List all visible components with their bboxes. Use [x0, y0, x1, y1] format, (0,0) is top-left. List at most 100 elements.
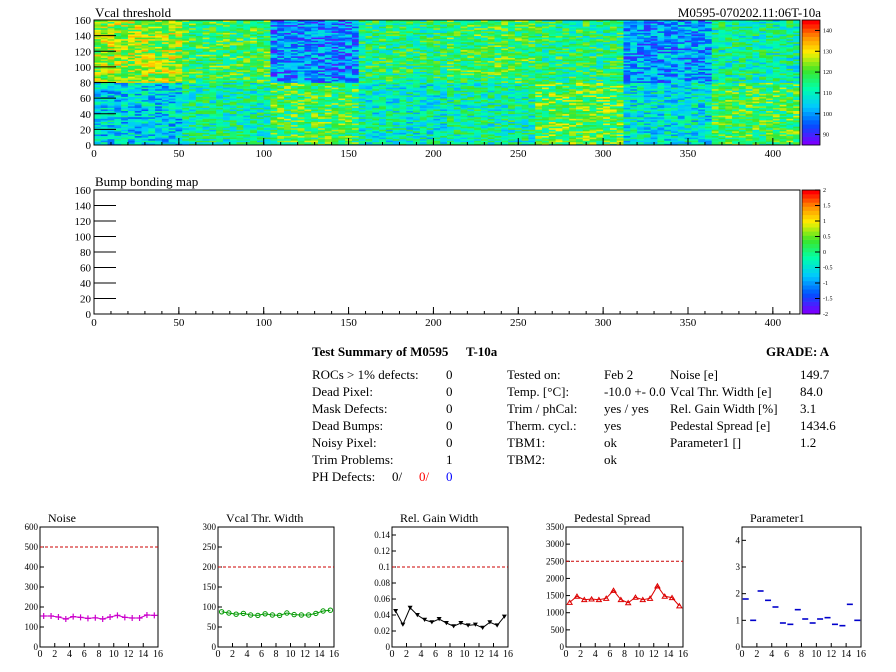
heatmap-cell [284, 79, 292, 82]
heatmap-cell [311, 55, 319, 58]
heatmap-cell [372, 54, 380, 57]
heatmap-cell [284, 96, 292, 99]
heatmap-cell [501, 90, 509, 93]
heatmap-cell [501, 57, 509, 60]
heatmap-cell [433, 124, 441, 127]
heatmap-cell [202, 68, 210, 71]
heatmap-cell [270, 49, 278, 52]
heatmap-cell [182, 120, 190, 122]
heatmap-cell [243, 59, 251, 62]
heatmap-cell [419, 101, 428, 104]
heatmap-cell [345, 102, 353, 105]
heatmap-cell [406, 134, 414, 137]
heatmap-cell [202, 41, 210, 44]
heatmap-cell [338, 87, 346, 90]
heatmap-cell [385, 30, 394, 33]
heatmap-cell [372, 137, 380, 140]
heatmap-cell [250, 37, 258, 40]
heatmap-cell [182, 129, 190, 132]
heatmap-cell [385, 43, 394, 46]
heatmap-cell [141, 46, 149, 49]
heatmap-cell [216, 105, 224, 108]
heatmap-cell [331, 82, 339, 85]
heatmap-cell [216, 48, 224, 51]
heatmap-cell [474, 26, 482, 29]
heatmap-cell [494, 82, 502, 85]
heatmap-cell [263, 57, 271, 60]
heatmap-cell [379, 95, 387, 97]
heatmap-cell [480, 112, 489, 115]
heatmap-cell [243, 24, 251, 27]
heatmap-cell [114, 41, 122, 44]
heatmap-cell [508, 46, 516, 49]
heatmap-cell [209, 35, 217, 38]
heatmap-cell [365, 54, 373, 57]
heatmap-cell [236, 135, 244, 138]
heatmap-cell [121, 71, 129, 74]
heatmap-cell [161, 27, 170, 30]
heatmap-cell [161, 141, 170, 144]
heatmap-cell [474, 104, 482, 107]
heatmap-cell [127, 73, 136, 76]
heatmap-cell [290, 85, 299, 88]
heatmap-cell [202, 80, 210, 83]
heatmap-cell [304, 26, 312, 29]
heatmap-cell [229, 35, 237, 38]
heatmap-cell [270, 35, 278, 38]
heatmap-cell [324, 52, 332, 55]
heatmap-cell [508, 30, 516, 33]
heatmap-cell [460, 101, 468, 104]
heatmap-cell [270, 88, 278, 91]
heatmap-cell [345, 129, 353, 132]
heatmap-cell [304, 43, 312, 46]
heatmap-cell [311, 70, 319, 72]
heatmap-cell [141, 113, 149, 116]
heatmap-cell [195, 101, 204, 104]
heatmap-cell [270, 99, 278, 102]
heatmap-cell [433, 34, 441, 37]
heatmap-cell [94, 95, 102, 97]
heatmap-cell [399, 123, 407, 126]
heatmap-cell [433, 68, 441, 71]
heatmap-cell [324, 90, 332, 93]
heatmap-cell [433, 112, 441, 115]
heatmap-cell [284, 66, 292, 69]
heatmap-cell [501, 116, 509, 119]
heatmap-cell [413, 70, 421, 72]
heatmap-cell [426, 96, 434, 99]
heatmap-cell [202, 104, 210, 107]
heatmap-cell [161, 71, 170, 74]
heatmap-cell [182, 112, 190, 115]
heatmap-cell [277, 34, 285, 37]
heatmap-cell [290, 98, 299, 101]
heatmap-cell [229, 27, 237, 30]
heatmap-cell [94, 118, 102, 121]
heatmap-cell [161, 65, 170, 68]
heatmap-cell [467, 120, 475, 122]
heatmap-cell [236, 77, 244, 80]
heatmap-cell [175, 99, 183, 102]
heatmap-cell [514, 98, 523, 101]
heatmap-cell [297, 127, 305, 130]
heatmap-cell [480, 124, 489, 127]
heatmap-cell [304, 132, 312, 135]
heatmap-cell [189, 21, 197, 24]
heatmap-cell [168, 21, 176, 24]
heatmap-cell [175, 112, 183, 115]
heatmap-cell [304, 115, 312, 118]
heatmap-cell [501, 126, 509, 129]
heatmap-cell [426, 80, 434, 83]
heatmap-cell [202, 85, 210, 88]
heatmap-cell [318, 51, 326, 54]
heatmap-cell [399, 49, 407, 52]
heatmap-cell [324, 63, 332, 66]
heatmap-cell [324, 62, 332, 65]
heatmap-cell [440, 38, 448, 41]
heatmap-cell [229, 37, 237, 40]
heatmap-cell [297, 59, 305, 62]
heatmap-cell [141, 93, 149, 96]
heatmap-cell [487, 49, 495, 52]
heatmap-cell [365, 107, 373, 110]
heatmap-cell [256, 79, 265, 82]
heatmap-cell [127, 70, 136, 72]
